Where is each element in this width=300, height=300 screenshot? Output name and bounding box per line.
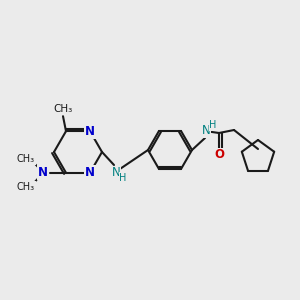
Text: N: N xyxy=(85,125,95,138)
Text: N: N xyxy=(85,166,95,179)
Text: CH₃: CH₃ xyxy=(17,154,35,164)
Text: CH₃: CH₃ xyxy=(53,104,73,114)
Text: H: H xyxy=(119,173,127,183)
Text: N: N xyxy=(112,167,120,179)
Text: CH₃: CH₃ xyxy=(17,182,35,192)
Text: O: O xyxy=(214,148,224,161)
Text: N: N xyxy=(202,124,210,137)
Text: N: N xyxy=(38,166,48,179)
Text: H: H xyxy=(209,120,217,130)
